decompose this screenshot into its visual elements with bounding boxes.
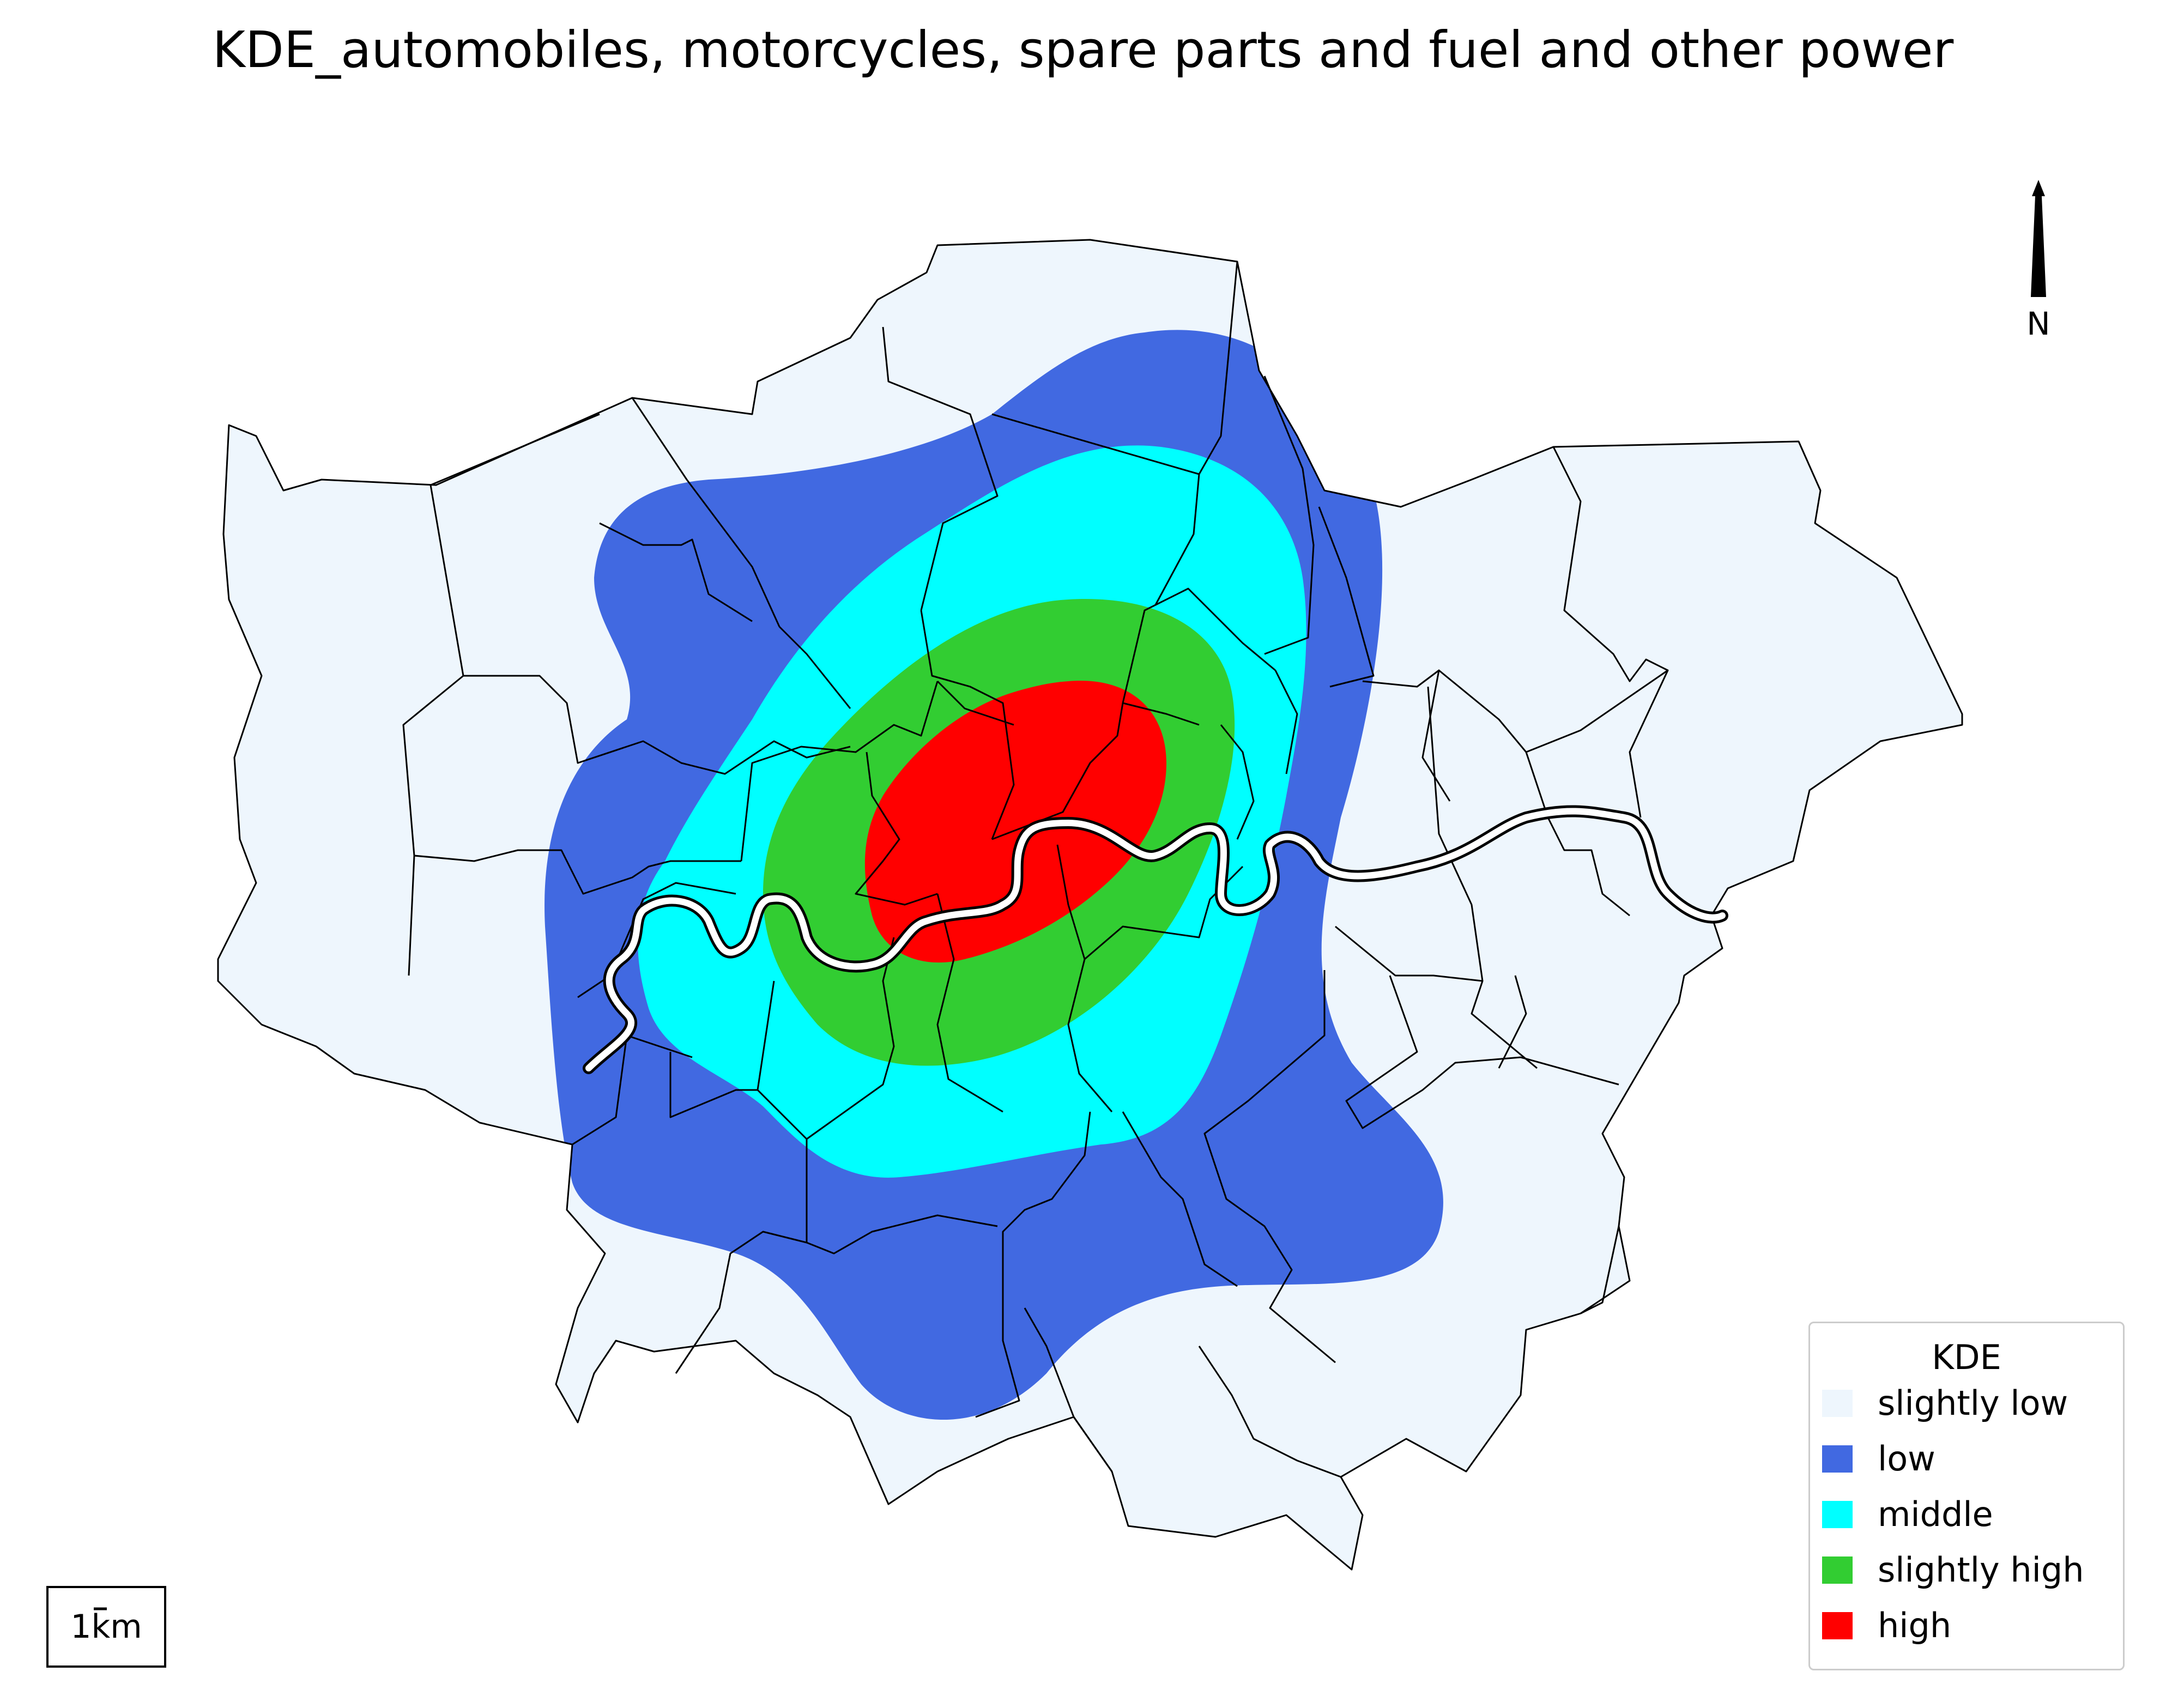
- borough-boundaries: [217, 239, 1963, 1571]
- legend-label-low: low: [1878, 1439, 1935, 1479]
- legend-label-slightly-high: slightly high: [1878, 1550, 2084, 1590]
- legend-label-high: high: [1878, 1606, 1952, 1645]
- scale-bar-label: 1km: [70, 1608, 142, 1646]
- legend-title: KDE: [1932, 1337, 2001, 1377]
- legend-item-low: low: [1810, 1438, 2123, 1481]
- north-arrow-label: N: [2026, 305, 2050, 342]
- scale-bar: 1km: [46, 1586, 166, 1668]
- high-density-zone: [864, 681, 1166, 963]
- legend-swatch-middle: [1822, 1501, 1853, 1528]
- legend-item-slightly-high: slightly high: [1810, 1549, 2123, 1592]
- legend-swatch-low: [1822, 1445, 1853, 1473]
- legend: KDE slightly low low middle slightly hig…: [1808, 1322, 2125, 1670]
- legend-item-slightly-low: slightly low: [1810, 1382, 2123, 1426]
- map-title: KDE_automobiles, motorcycles, spare part…: [212, 21, 1954, 79]
- river-thames: [583, 805, 1728, 1074]
- legend-swatch-slightly-high: [1822, 1556, 1853, 1584]
- legend-label-slightly-low: slightly low: [1878, 1383, 2068, 1423]
- legend-label-middle: middle: [1878, 1494, 1993, 1534]
- legend-swatch-slightly-low: [1822, 1390, 1853, 1417]
- legend-swatch-high: [1822, 1612, 1853, 1639]
- legend-item-high: high: [1810, 1604, 2123, 1648]
- north-arrow-icon: [2031, 180, 2046, 297]
- legend-item-middle: middle: [1810, 1493, 2123, 1537]
